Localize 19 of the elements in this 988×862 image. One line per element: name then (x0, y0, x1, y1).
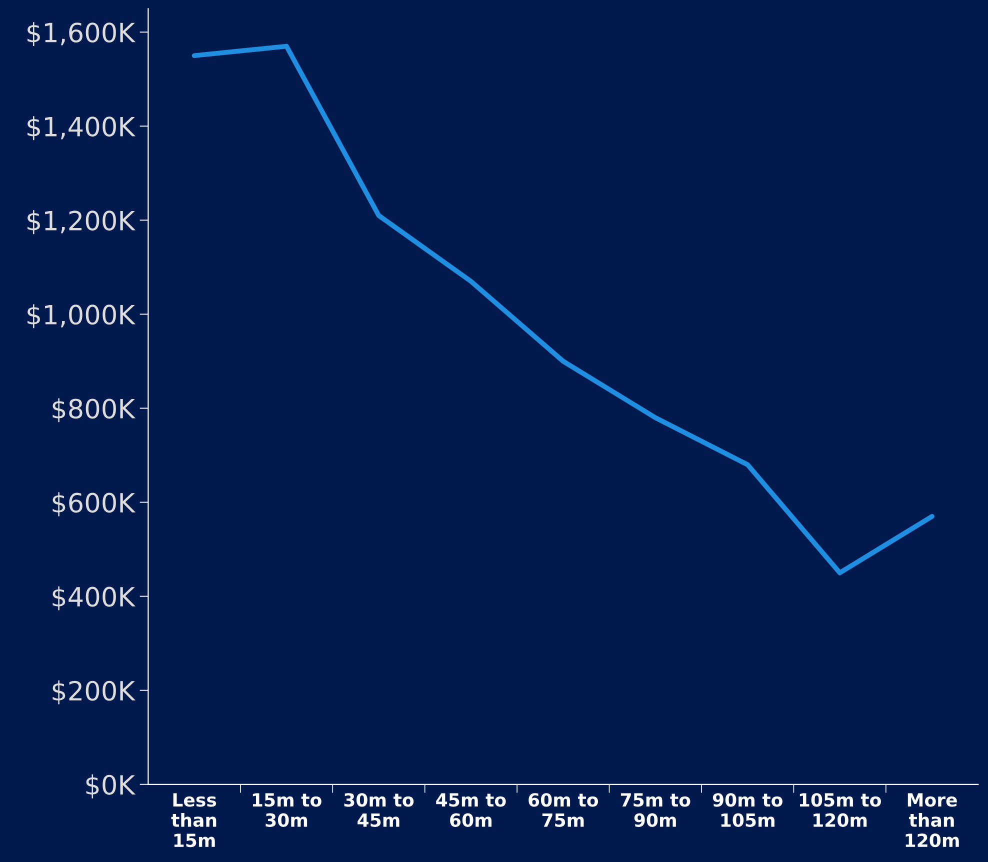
x-tick-label: 75m to 90m (620, 793, 690, 827)
y-tick-label: $1,600K (28, 22, 136, 46)
x-tick-label: 45m to 60m (436, 793, 506, 827)
y-tick-label: $1,400K (28, 116, 136, 140)
y-tick-label: $1,000K (28, 304, 136, 328)
x-tick-label: 15m to 30m (252, 793, 322, 827)
y-tick-label: $400K (52, 586, 136, 610)
y-tick-label: $0K (86, 774, 136, 798)
x-tick-label: 30m to 45m (344, 793, 414, 827)
line-series (192, 44, 934, 576)
y-tick-label: $1,200K (28, 210, 136, 234)
x-tick-label: More than 120m (906, 793, 959, 848)
y-tick-label: $800K (52, 398, 136, 422)
y-tick-label: $200K (52, 680, 136, 704)
y-tick-label: $600K (52, 492, 136, 516)
x-tick-label: 90m to 105m (712, 793, 782, 827)
x-tick-label: Less than 15m (171, 793, 216, 848)
x-tick-label: 105m to 120m (800, 793, 881, 827)
x-tick-label: 60m to 75m (528, 793, 598, 827)
